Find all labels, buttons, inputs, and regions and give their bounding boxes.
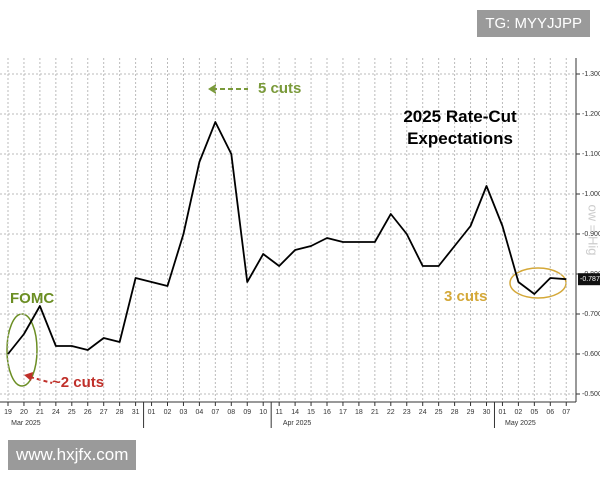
axis-note: ow = Hig [586, 205, 600, 256]
y-tick-label: -0.600 [582, 351, 600, 358]
y-tick-label: -1.100 [582, 151, 600, 158]
x-tick-label: 23 [403, 409, 411, 416]
x-tick-label: 15 [307, 409, 315, 416]
x-tick-label: 17 [339, 409, 347, 416]
y-tick-label: -1.000 [582, 191, 600, 198]
line-series [7, 121, 567, 355]
x-tick-label: 01 [148, 409, 156, 416]
x-tick-label: 02 [515, 409, 523, 416]
x-tick-label: 05 [530, 409, 538, 416]
chart-title: 2025 Rate-Cut Expectations [403, 107, 517, 148]
x-tick-label: 28 [116, 409, 124, 416]
watermark: TG: MYYJJPP [477, 10, 590, 37]
y-tick-label: -1.200 [582, 111, 600, 118]
x-tick-label: 27 [100, 409, 108, 416]
x-tick-label: 10 [259, 409, 267, 416]
x-tick-label: 21 [36, 409, 44, 416]
last-value-label: -0.787 [580, 276, 600, 283]
x-tick-label: 03 [180, 409, 188, 416]
y-tick-label: -0.700 [582, 311, 600, 318]
month-label: Apr 2025 [283, 420, 312, 427]
x-tick-label: 20 [20, 409, 28, 416]
x-tick-label: 14 [291, 409, 299, 416]
x-tick-label: 02 [164, 409, 172, 416]
x-tick-label: 25 [68, 409, 76, 416]
annotation: 3 cuts [444, 288, 487, 305]
annotation: 5 cuts [258, 80, 301, 97]
arrow [29, 376, 53, 384]
x-tick-label: 16 [323, 409, 331, 416]
x-tick-label: 24 [419, 409, 427, 416]
month-label: May 2025 [505, 420, 536, 427]
annotation: ~2 cuts [52, 374, 104, 391]
x-tick-label: 21 [371, 409, 379, 416]
annotation: FOMC [10, 290, 54, 307]
x-tick-label: 11 [276, 409, 283, 416]
y-tick-label: -0.900 [582, 231, 600, 238]
last-value-box [578, 273, 600, 286]
arrow-head [24, 372, 33, 381]
x-tick-label: 25 [435, 409, 443, 416]
x-tick-label: 18 [355, 409, 363, 416]
x-tick-label: 06 [546, 409, 554, 416]
y-tick-label: -0.500 [582, 391, 600, 398]
x-tick-label: 26 [84, 409, 92, 416]
x-tick-label: 09 [243, 409, 251, 416]
x-tick-label: 22 [387, 409, 395, 416]
x-tick-label: 24 [52, 409, 60, 416]
x-tick-label: 28 [451, 409, 459, 416]
x-tick-label: 01 [499, 409, 507, 416]
arrow-head [208, 84, 216, 94]
y-tick-label: -1.300 [582, 71, 600, 78]
x-tick-label: 31 [132, 409, 140, 416]
x-tick-label: 30 [483, 409, 491, 416]
x-tick-label: 19 [4, 409, 12, 416]
x-tick-label: 07 [562, 409, 570, 416]
x-tick-label: 07 [211, 409, 219, 416]
x-tick-label: 04 [196, 409, 204, 416]
x-tick-label: 29 [467, 409, 475, 416]
watermark: www.hxjfx.com [8, 440, 137, 470]
month-label: Mar 2025 [11, 420, 41, 427]
x-tick-label: 08 [227, 409, 235, 416]
